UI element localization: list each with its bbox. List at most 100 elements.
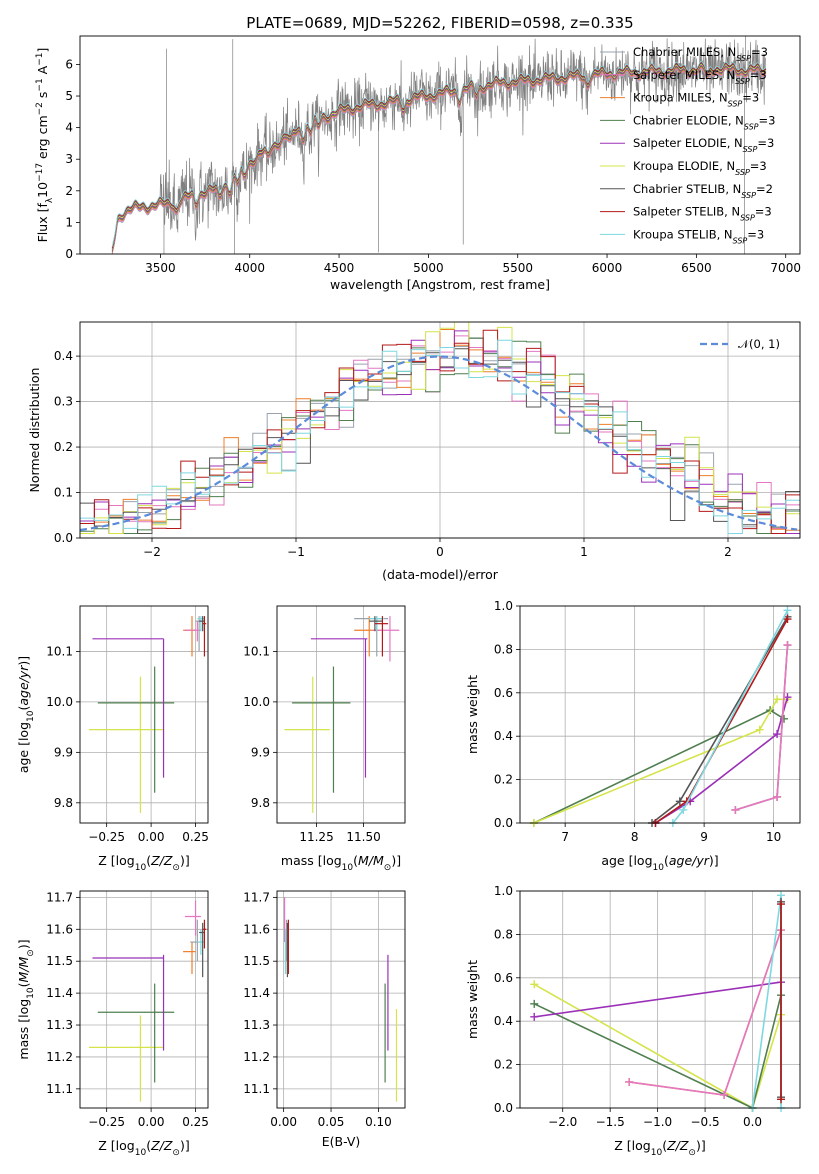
y-axis-label: mass weight xyxy=(465,675,480,754)
x-tick-label: −2 xyxy=(143,545,161,559)
legend-label: Kroupa ELODIE, NSSP=3 xyxy=(633,159,767,177)
y-tick-label: 0.4 xyxy=(494,1014,513,1028)
y-tick-label: 11.2 xyxy=(243,1050,270,1064)
x-tick-label: 6000 xyxy=(592,261,623,275)
x-tick-label: 4000 xyxy=(234,261,265,275)
y-tick-label: 11.1 xyxy=(243,1082,270,1096)
weight-line-kroupa-stelib xyxy=(672,609,789,823)
x-tick-label: 5500 xyxy=(502,261,533,275)
legend-label: Chabrier ELODIE, NSSP=3 xyxy=(633,113,775,130)
legend-label: Salpeter STELIB, NSSP=3 xyxy=(633,205,772,223)
y-axis-label: Normed distribution xyxy=(27,368,42,493)
y-tick-label: 0.6 xyxy=(494,686,513,700)
mass-weight-vs-Z-frame xyxy=(519,890,801,1109)
x-tick-label: 0.25 xyxy=(182,1115,209,1129)
y-tick-label: 11.7 xyxy=(243,890,270,904)
weight-marker-chabrier-stelib xyxy=(675,797,684,806)
y-tick-label: 1 xyxy=(65,215,73,229)
y-tick-label: 0.2 xyxy=(494,1058,513,1072)
y-tick-label: 11.5 xyxy=(243,954,270,968)
x-tick-label: 8 xyxy=(631,830,639,844)
x-axis-label: E(B-V) xyxy=(322,1134,361,1149)
y-tick-label: 10.1 xyxy=(46,644,73,658)
y-tick-label: 11.4 xyxy=(243,986,270,1000)
y-tick-label: 4 xyxy=(65,121,73,135)
y-tick-label: 6 xyxy=(65,57,73,71)
y-tick-label: 0.8 xyxy=(494,642,513,656)
x-tick-label: 0.25 xyxy=(182,830,209,844)
x-tick-label: 6500 xyxy=(681,261,712,275)
y-tick-label: 10.0 xyxy=(243,695,270,709)
legend-label: Chabrier MILES, NSSP=3 xyxy=(633,45,768,63)
x-tick-label: 9 xyxy=(700,830,708,844)
y-tick-label: 0.2 xyxy=(54,440,73,454)
weight-marker-kroupa-elodie xyxy=(773,695,782,704)
x-tick-label: 0.10 xyxy=(365,1115,392,1129)
x-tick-label: −0.5 xyxy=(691,1115,720,1129)
x-tick-label: −1 xyxy=(287,545,305,559)
y-tick-label: 9.8 xyxy=(54,796,73,810)
mass-vs-Z-frame xyxy=(79,890,209,1109)
x-tick-label: 2 xyxy=(724,545,732,559)
legend-label: Kroupa MILES, NSSP=3 xyxy=(633,91,759,109)
weight-line-kroupa-elodie xyxy=(533,983,782,1108)
age-vs-mass-frame xyxy=(276,605,406,824)
weight-marker-salpeter-miles xyxy=(783,641,792,650)
x-tick-label: 4500 xyxy=(324,261,355,275)
weight-marker-salpeter-miles xyxy=(731,805,740,814)
y-axis-label: age [log10(age/yr)] xyxy=(16,656,36,773)
mass-weight-vs-Z-axes: −2.0 −1.5 −1.0 −0.5 0.0 0.0 0.2 0.4 0.6 0.8 1.0 Z [… xyxy=(465,884,800,1158)
weight-marker-salpeter-miles xyxy=(720,1090,729,1099)
x-axis-label: age [log10(age/yr)] xyxy=(601,853,718,873)
age-vs-mass-axes: 11.25 11.50 9.8 9.9 10.0 10.1 mass [log10(M/M⊙… xyxy=(243,606,405,873)
legend-label: Kroupa STELIB, NSSP=3 xyxy=(633,227,764,245)
weight-marker-salpeter-miles xyxy=(625,1077,634,1086)
mass-vs-Z-axes: −0.25 0.00 0.25 11.1 11.2 11.3 11.4 11.5 11.6 11.… xyxy=(16,890,209,1158)
weight-marker-kroupa-elodie xyxy=(755,725,764,734)
y-tick-label: 11.2 xyxy=(46,1050,73,1064)
spectrum-axes: 3500 4000 4500 5000 5500 6000 6500 7000 0 1 2 3 4 5 6 w… xyxy=(35,36,801,292)
y-tick-label: 0.0 xyxy=(494,1101,513,1115)
x-tick-label: 7 xyxy=(561,830,569,844)
x-tick-label: 0 xyxy=(436,545,444,559)
x-axis-label: wavelength [Angstrom, rest frame] xyxy=(330,277,550,292)
y-axis-label: Flux [fλ10−17 erg cm−2 s−1 A−1] xyxy=(35,48,55,243)
x-tick-label: 0.05 xyxy=(318,1115,345,1129)
weight-marker-salpeter-stelib xyxy=(777,1095,786,1104)
weight-line-kroupa-elodie xyxy=(533,698,788,823)
x-tick-label: 3500 xyxy=(145,261,176,275)
y-tick-label: 10.0 xyxy=(46,695,73,709)
x-axis-label: mass [log10(M/M⊙)] xyxy=(281,853,401,873)
residuals-axes: −2 −1 0 1 2 0.0 0.1 0.2 0.3 0.4 (data-model)/error… xyxy=(27,322,800,582)
y-tick-label: 0.3 xyxy=(54,395,73,409)
x-tick-label: 11.25 xyxy=(299,830,333,844)
y-tick-label: 0 xyxy=(65,247,73,261)
x-tick-label: −0.25 xyxy=(88,830,125,844)
y-tick-label: 10.1 xyxy=(243,644,270,658)
legend-label: Chabrier STELIB, NSSP=2 xyxy=(633,182,773,200)
weight-marker-salpeter-stelib xyxy=(777,900,786,909)
weight-marker-kroupa-stelib xyxy=(679,805,688,814)
y-tick-label: 0.0 xyxy=(494,816,513,830)
legend-label: Salpeter ELODIE, NSSP=3 xyxy=(633,136,774,154)
x-tick-label: 0.00 xyxy=(138,1115,165,1129)
y-axis-label: mass [log10(M/M⊙)] xyxy=(16,939,36,1059)
weight-marker-kroupa-stelib xyxy=(783,606,792,615)
age-vs-Z-frame xyxy=(79,605,209,824)
weight-marker-salpeter-miles xyxy=(773,792,782,801)
weight-marker-salpeter-elodie xyxy=(783,693,792,702)
y-tick-label: 9.9 xyxy=(54,745,73,759)
histogram-salpeter-stelib xyxy=(80,329,800,534)
y-tick-label: 11.7 xyxy=(46,890,73,904)
y-tick-label: 1.0 xyxy=(494,884,513,898)
y-tick-label: 9.9 xyxy=(251,745,270,759)
legend-label: 𝒩(0, 1) xyxy=(738,337,780,351)
mass-weight-vs-age-frame xyxy=(519,605,801,824)
histogram-kroupa-elodie xyxy=(80,322,800,534)
y-tick-label: 0.0 xyxy=(54,531,73,545)
y-tick-label: 11.6 xyxy=(46,922,73,936)
x-axis-label: Z [log10(Z/Z⊙)] xyxy=(98,1138,189,1158)
y-tick-label: 0.4 xyxy=(494,729,513,743)
y-tick-label: 0.6 xyxy=(494,971,513,985)
